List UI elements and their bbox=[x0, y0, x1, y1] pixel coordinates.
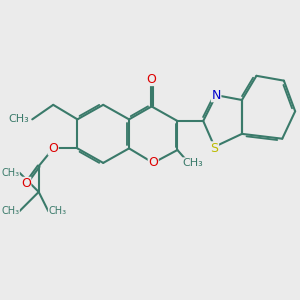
Text: O: O bbox=[21, 177, 31, 190]
Text: O: O bbox=[48, 142, 58, 155]
Text: CH₃: CH₃ bbox=[183, 158, 203, 168]
Text: CH₃: CH₃ bbox=[1, 206, 20, 216]
Text: CH₃: CH₃ bbox=[9, 114, 29, 124]
Text: N: N bbox=[212, 89, 221, 102]
Text: S: S bbox=[211, 142, 218, 155]
Text: CH₃: CH₃ bbox=[48, 206, 67, 216]
Text: O: O bbox=[147, 73, 157, 85]
Text: O: O bbox=[148, 156, 158, 170]
Text: CH₃: CH₃ bbox=[1, 168, 20, 178]
